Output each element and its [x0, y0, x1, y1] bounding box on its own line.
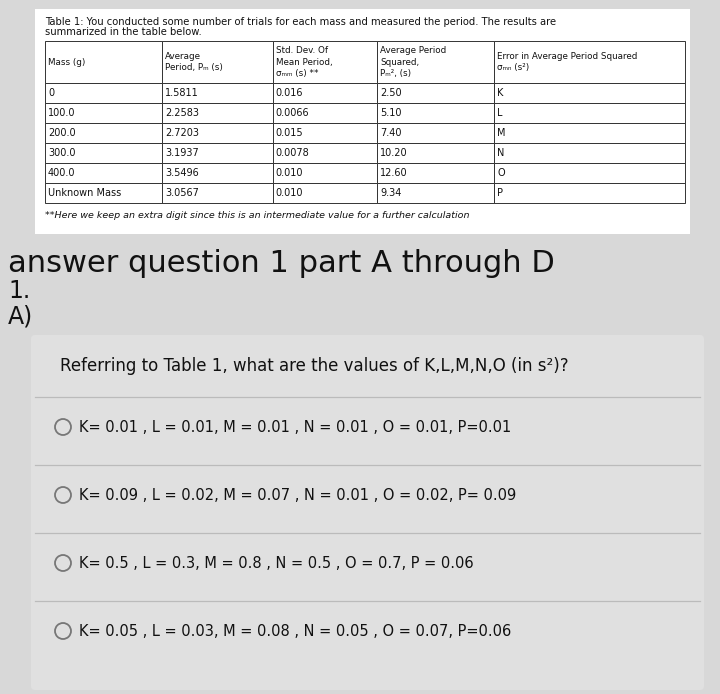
Text: 2.50: 2.50	[380, 88, 402, 98]
Text: 5.10: 5.10	[380, 108, 402, 118]
Bar	[494, 143, 685, 163]
Bar	[494, 163, 685, 183]
Text: Referring to Table 1, what are the values of K,L,M,N,O (in s²)?: Referring to Table 1, what are the value…	[60, 357, 569, 375]
Bar	[377, 41, 494, 83]
Bar	[162, 183, 273, 203]
Text: summarized in the table below.: summarized in the table below.	[45, 27, 202, 37]
Text: 0.010: 0.010	[276, 188, 303, 198]
Text: 10.20: 10.20	[380, 148, 408, 158]
Text: 400.0: 400.0	[48, 168, 76, 178]
Text: Table 1: You conducted some number of trials for each mass and measured the peri: Table 1: You conducted some number of tr…	[45, 17, 556, 27]
Text: 0.010: 0.010	[276, 168, 303, 178]
Bar	[45, 83, 162, 103]
Bar	[494, 123, 685, 143]
Text: 0.0078: 0.0078	[276, 148, 310, 158]
Text: 0.015: 0.015	[276, 128, 303, 138]
Text: Average
Period, Pₘ (s): Average Period, Pₘ (s)	[165, 52, 222, 72]
Text: L: L	[498, 108, 503, 118]
Text: O: O	[498, 168, 505, 178]
Bar	[162, 103, 273, 123]
Text: 3.1937: 3.1937	[165, 148, 199, 158]
Text: 12.60: 12.60	[380, 168, 408, 178]
Bar	[162, 83, 273, 103]
Circle shape	[55, 487, 71, 503]
Bar	[273, 163, 377, 183]
Bar	[494, 183, 685, 203]
Bar	[377, 103, 494, 123]
Text: 2.7203: 2.7203	[165, 128, 199, 138]
Text: Unknown Mass: Unknown Mass	[48, 188, 121, 198]
Bar	[377, 83, 494, 103]
Bar	[494, 103, 685, 123]
Text: 2.2583: 2.2583	[165, 108, 199, 118]
Bar	[494, 41, 685, 83]
Text: 100.0: 100.0	[48, 108, 76, 118]
Bar	[377, 143, 494, 163]
Bar	[45, 41, 162, 83]
Text: N: N	[498, 148, 505, 158]
Bar	[162, 123, 273, 143]
Text: 3.0567: 3.0567	[165, 188, 199, 198]
Text: 1.5811: 1.5811	[165, 88, 199, 98]
Bar	[273, 123, 377, 143]
Bar	[273, 41, 377, 83]
Bar	[377, 183, 494, 203]
Text: **Here we keep an extra digit since this is an intermediate value for a further : **Here we keep an extra digit since this…	[45, 211, 469, 220]
Bar	[273, 143, 377, 163]
Text: Error in Average Period Squared
σₘₙ (s²): Error in Average Period Squared σₘₙ (s²)	[498, 52, 638, 72]
Text: 3.5496: 3.5496	[165, 168, 199, 178]
Bar	[45, 123, 162, 143]
Text: K= 0.05 , L = 0.03, M = 0.08 , N = 0.05 , O = 0.07, P=0.06: K= 0.05 , L = 0.03, M = 0.08 , N = 0.05 …	[79, 623, 511, 638]
Text: K= 0.09 , L = 0.02, M = 0.07 , N = 0.01 , O = 0.02, P= 0.09: K= 0.09 , L = 0.02, M = 0.07 , N = 0.01 …	[79, 487, 516, 502]
Text: M: M	[498, 128, 505, 138]
FancyBboxPatch shape	[31, 335, 704, 690]
Text: K= 0.01 , L = 0.01, M = 0.01 , N = 0.01 , O = 0.01, P=0.01: K= 0.01 , L = 0.01, M = 0.01 , N = 0.01 …	[79, 419, 511, 434]
Bar	[45, 183, 162, 203]
Text: 300.0: 300.0	[48, 148, 76, 158]
Text: 9.34: 9.34	[380, 188, 402, 198]
Text: 1.: 1.	[8, 279, 30, 303]
Bar	[45, 163, 162, 183]
Bar	[45, 103, 162, 123]
Bar	[162, 143, 273, 163]
Bar	[162, 163, 273, 183]
Bar	[45, 143, 162, 163]
Text: 200.0: 200.0	[48, 128, 76, 138]
Bar	[35, 9, 690, 234]
Text: A): A)	[8, 304, 33, 328]
Text: 0: 0	[48, 88, 54, 98]
Text: 7.40: 7.40	[380, 128, 402, 138]
Bar	[273, 103, 377, 123]
Text: Std. Dev. Of
Mean Period,
σₘₘ (s) **: Std. Dev. Of Mean Period, σₘₘ (s) **	[276, 46, 333, 78]
Text: Mass (g): Mass (g)	[48, 58, 86, 67]
Text: K: K	[498, 88, 503, 98]
Bar	[273, 183, 377, 203]
Text: K= 0.5 , L = 0.3, M = 0.8 , N = 0.5 , O = 0.7, P = 0.06: K= 0.5 , L = 0.3, M = 0.8 , N = 0.5 , O …	[79, 555, 474, 570]
Bar	[377, 123, 494, 143]
Bar	[162, 41, 273, 83]
Text: 0.0066: 0.0066	[276, 108, 310, 118]
Bar	[494, 83, 685, 103]
Text: 0.016: 0.016	[276, 88, 303, 98]
Bar	[377, 163, 494, 183]
Text: Average Period
Squared,
Pₘ², (s): Average Period Squared, Pₘ², (s)	[380, 46, 446, 78]
Circle shape	[55, 623, 71, 639]
Circle shape	[55, 419, 71, 435]
Circle shape	[55, 555, 71, 571]
Text: P: P	[498, 188, 503, 198]
Bar	[273, 83, 377, 103]
Text: answer question 1 part A through D: answer question 1 part A through D	[8, 249, 554, 278]
